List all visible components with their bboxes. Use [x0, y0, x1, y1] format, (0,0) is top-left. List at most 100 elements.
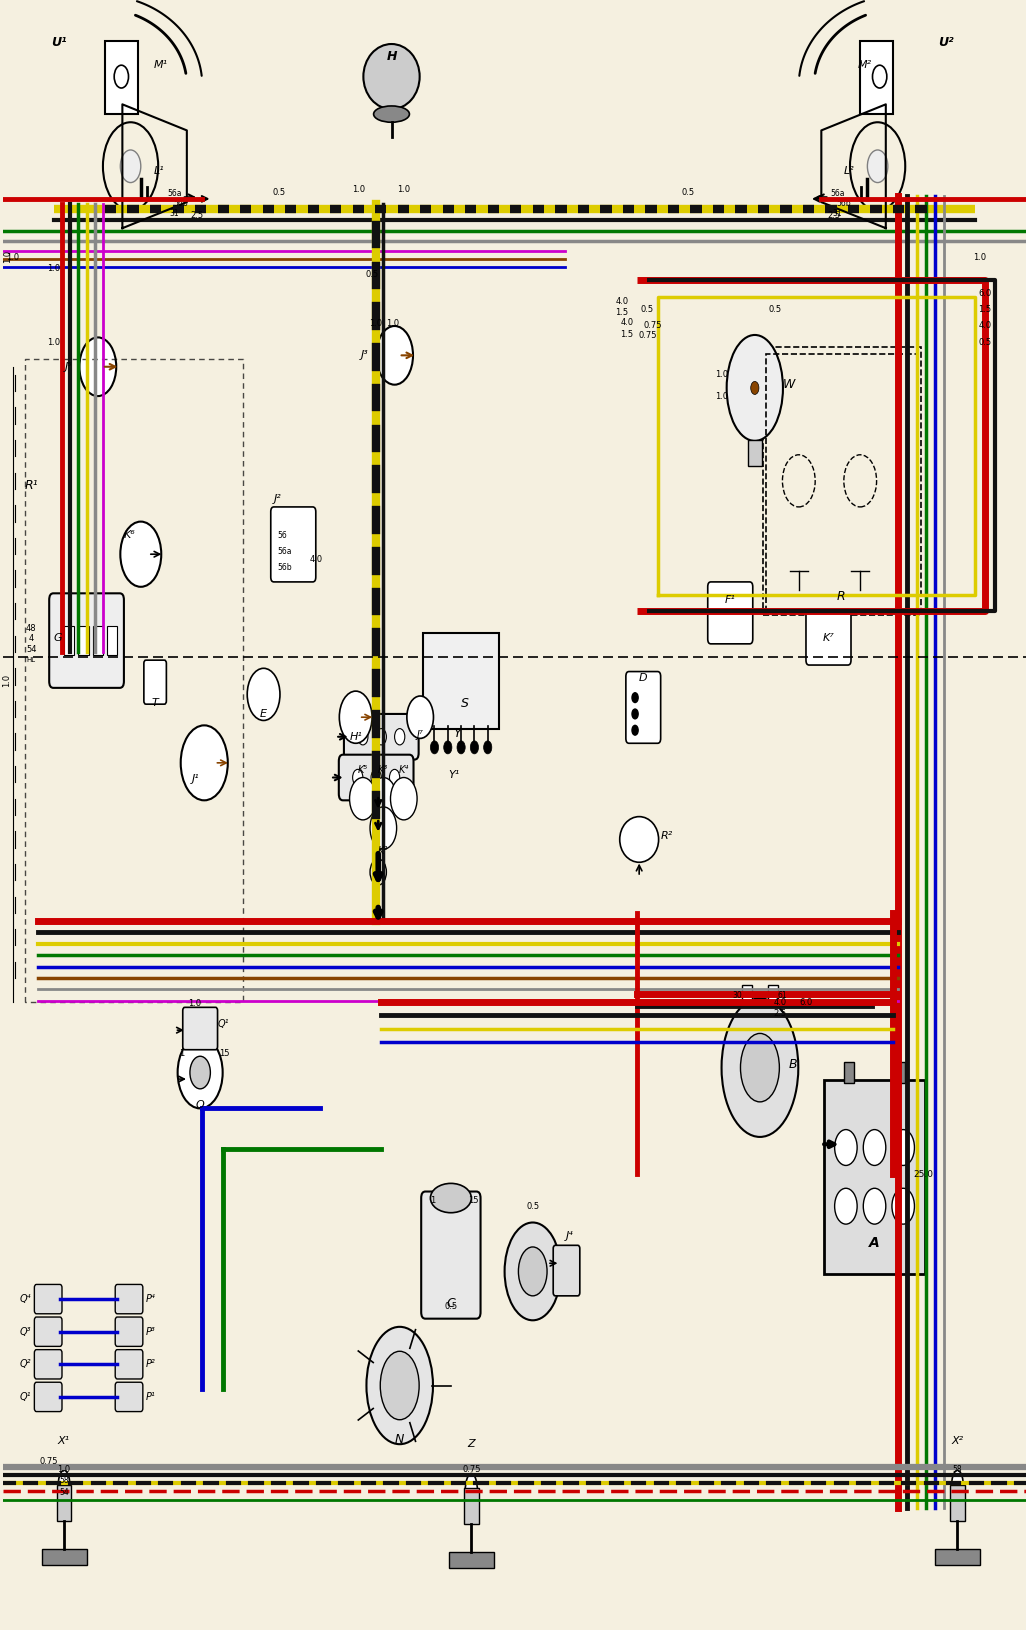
- Text: M²: M²: [858, 60, 871, 70]
- Bar: [92, 626, 103, 655]
- Text: 1.0: 1.0: [47, 337, 61, 347]
- Text: 0.5: 0.5: [681, 187, 695, 197]
- Text: 1.0: 1.0: [715, 393, 728, 401]
- Text: 48: 48: [26, 624, 37, 632]
- FancyBboxPatch shape: [115, 1350, 143, 1379]
- Text: 4.0: 4.0: [979, 321, 991, 331]
- FancyBboxPatch shape: [708, 582, 753, 644]
- Text: 56a: 56a: [167, 189, 182, 199]
- Circle shape: [340, 691, 372, 743]
- Text: 0.75: 0.75: [39, 1457, 57, 1465]
- Circle shape: [407, 696, 433, 738]
- Text: 0.5: 0.5: [366, 271, 379, 279]
- Text: 58: 58: [952, 1465, 962, 1474]
- Text: 6.0: 6.0: [979, 289, 992, 298]
- Text: 1.0: 1.0: [352, 184, 365, 194]
- FancyBboxPatch shape: [824, 1079, 925, 1275]
- Text: 56: 56: [277, 531, 286, 540]
- FancyBboxPatch shape: [34, 1284, 62, 1314]
- Text: 1.0: 1.0: [715, 370, 728, 378]
- Text: X²: X²: [951, 1436, 963, 1446]
- Text: 58: 58: [60, 1477, 69, 1485]
- FancyBboxPatch shape: [553, 1245, 580, 1296]
- Bar: [935, 1548, 980, 1565]
- Circle shape: [834, 1130, 857, 1165]
- Text: 56b: 56b: [173, 199, 188, 209]
- Text: 4.0: 4.0: [774, 998, 787, 1007]
- Ellipse shape: [381, 1351, 420, 1420]
- FancyBboxPatch shape: [34, 1382, 62, 1412]
- FancyBboxPatch shape: [34, 1350, 62, 1379]
- Text: Q⁴: Q⁴: [19, 1294, 31, 1304]
- FancyBboxPatch shape: [115, 1317, 143, 1346]
- Ellipse shape: [726, 336, 783, 440]
- Text: K³: K³: [379, 764, 389, 774]
- Circle shape: [181, 725, 228, 800]
- Text: R¹: R¹: [25, 479, 38, 492]
- Text: 1.0: 1.0: [2, 673, 11, 686]
- Text: 0.75: 0.75: [638, 331, 657, 341]
- Ellipse shape: [951, 1470, 963, 1506]
- Text: 1.0: 1.0: [974, 253, 987, 262]
- Text: 54: 54: [60, 1488, 69, 1496]
- Text: C: C: [446, 1297, 456, 1311]
- Text: Y: Y: [452, 727, 461, 740]
- Text: 0.5: 0.5: [444, 1302, 458, 1311]
- Text: N: N: [395, 1433, 404, 1446]
- Text: 2.5: 2.5: [191, 210, 203, 220]
- Text: 0.75: 0.75: [462, 1465, 480, 1474]
- Circle shape: [114, 65, 128, 88]
- Text: P⁴: P⁴: [146, 1294, 156, 1304]
- Text: K⁷: K⁷: [823, 632, 834, 642]
- Text: Y¹: Y¹: [447, 769, 459, 779]
- Text: 15: 15: [468, 1196, 479, 1205]
- Circle shape: [430, 740, 438, 753]
- Text: J⁴: J⁴: [565, 1231, 574, 1240]
- Bar: [895, 1063, 905, 1082]
- Text: 4.0: 4.0: [310, 556, 323, 564]
- Text: Z: Z: [468, 1439, 475, 1449]
- Circle shape: [353, 769, 363, 786]
- Text: Q²: Q²: [19, 1359, 31, 1369]
- FancyBboxPatch shape: [339, 755, 413, 800]
- FancyBboxPatch shape: [115, 1382, 143, 1412]
- Ellipse shape: [363, 44, 420, 109]
- Text: 1.0: 1.0: [57, 1465, 71, 1474]
- Circle shape: [358, 729, 368, 745]
- Circle shape: [863, 1130, 885, 1165]
- Circle shape: [872, 65, 886, 88]
- FancyBboxPatch shape: [34, 1317, 62, 1346]
- FancyBboxPatch shape: [49, 593, 124, 688]
- Bar: [448, 1552, 494, 1568]
- Text: K⁶: K⁶: [124, 530, 135, 540]
- Text: O: O: [196, 1100, 204, 1110]
- Text: K⁵: K⁵: [358, 764, 368, 774]
- Text: 0.75: 0.75: [643, 321, 662, 331]
- Text: H¹: H¹: [349, 732, 362, 742]
- Text: 1: 1: [430, 1196, 436, 1205]
- Text: U¹: U¹: [51, 36, 67, 49]
- Circle shape: [892, 1130, 914, 1165]
- Circle shape: [120, 150, 141, 183]
- Text: 1.0: 1.0: [6, 253, 19, 262]
- Text: A: A: [869, 1236, 880, 1250]
- Text: 6.0: 6.0: [799, 998, 813, 1007]
- Text: 25.0: 25.0: [913, 1170, 934, 1178]
- Text: D: D: [639, 673, 647, 683]
- Text: L¹: L¹: [154, 166, 165, 176]
- Text: 1: 1: [179, 1050, 184, 1058]
- Text: W: W: [783, 378, 795, 391]
- Text: 56a: 56a: [277, 548, 291, 556]
- Text: J³: J³: [361, 350, 369, 360]
- Circle shape: [390, 769, 400, 786]
- Text: P¹: P¹: [146, 1392, 156, 1402]
- Text: 1.0: 1.0: [387, 319, 399, 328]
- Bar: [768, 985, 779, 1006]
- Bar: [843, 1063, 854, 1082]
- Text: G: G: [53, 632, 62, 642]
- Bar: [950, 1485, 964, 1521]
- Text: 0.5: 0.5: [272, 187, 285, 197]
- Text: X¹: X¹: [58, 1436, 70, 1446]
- Circle shape: [377, 729, 387, 745]
- Text: Q¹: Q¹: [19, 1392, 31, 1402]
